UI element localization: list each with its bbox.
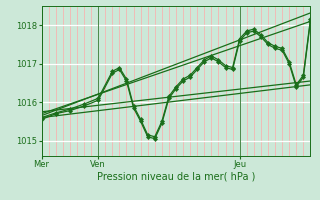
X-axis label: Pression niveau de la mer( hPa ): Pression niveau de la mer( hPa )	[97, 172, 255, 182]
